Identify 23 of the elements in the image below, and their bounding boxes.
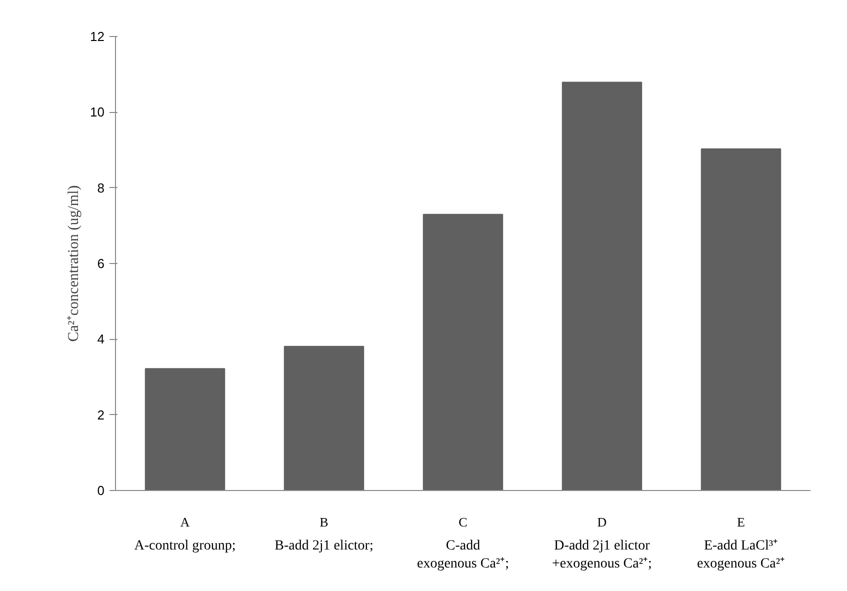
x-tick-label: D xyxy=(597,514,607,530)
text: D-add 2j1 elictor +exogenous Ca²⁺; xyxy=(552,538,652,572)
y-tick-label: 6 xyxy=(97,256,105,271)
x-tick-label: A xyxy=(180,514,190,530)
x-tick-label: B xyxy=(320,514,329,530)
text: A-control grounp; xyxy=(134,538,236,554)
text: C-add exogenous Ca²⁺; xyxy=(416,538,510,572)
y-tick-label: 2 xyxy=(97,407,105,422)
y-tick-label: 4 xyxy=(97,332,105,347)
bar xyxy=(562,82,642,490)
bar xyxy=(284,346,364,490)
bar xyxy=(144,368,226,490)
y-axis-title: Ca²⁺concentration (ug/ml) xyxy=(66,185,82,342)
y-tick-label: 0 xyxy=(97,483,105,498)
bar xyxy=(422,214,504,490)
y-tick-label: 8 xyxy=(97,180,105,196)
text: E-add LaCl³⁺ exogenous Ca²⁺ xyxy=(696,538,786,572)
x-tick-label: C xyxy=(458,514,468,530)
y-tick-label: 12 xyxy=(90,29,105,44)
bar xyxy=(700,148,782,490)
x-tick-label: E xyxy=(737,514,746,530)
y-tick-label: 10 xyxy=(90,104,105,120)
text: B-add 2j1 elictor; xyxy=(274,538,374,554)
